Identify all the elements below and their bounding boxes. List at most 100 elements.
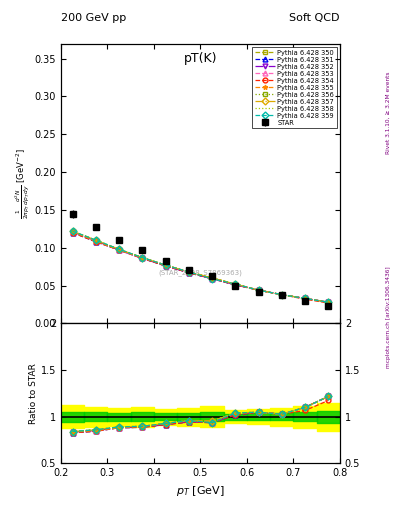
Pythia 6.428 356	[326, 299, 331, 305]
Pythia 6.428 355	[303, 295, 307, 302]
Text: 200 GeV pp: 200 GeV pp	[61, 13, 126, 23]
Pythia 6.428 359	[140, 254, 145, 261]
Line: Pythia 6.428 358: Pythia 6.428 358	[73, 231, 328, 302]
Pythia 6.428 351	[94, 239, 98, 245]
Pythia 6.428 352	[326, 299, 331, 305]
Pythia 6.428 351	[233, 282, 238, 288]
Pythia 6.428 356	[210, 275, 215, 281]
Pythia 6.428 350	[94, 237, 98, 243]
Pythia 6.428 351	[163, 263, 168, 269]
Pythia 6.428 356	[70, 228, 75, 234]
Pythia 6.428 356	[279, 292, 284, 298]
Pythia 6.428 359	[279, 292, 284, 298]
Pythia 6.428 353	[94, 238, 98, 244]
Pythia 6.428 358	[326, 299, 331, 305]
Line: Pythia 6.428 356: Pythia 6.428 356	[70, 229, 331, 305]
Pythia 6.428 355	[279, 292, 284, 298]
Pythia 6.428 359	[94, 237, 98, 243]
Pythia 6.428 357	[279, 292, 284, 298]
Pythia 6.428 358	[233, 281, 238, 287]
Pythia 6.428 358	[256, 287, 261, 293]
Text: pT(K): pT(K)	[184, 52, 217, 65]
Pythia 6.428 359	[70, 228, 75, 234]
Pythia 6.428 354	[94, 239, 98, 245]
Pythia 6.428 357	[94, 237, 98, 243]
Pythia 6.428 353	[303, 295, 307, 302]
Pythia 6.428 358	[210, 275, 215, 281]
Pythia 6.428 350	[279, 292, 284, 298]
Pythia 6.428 350	[233, 281, 238, 287]
Pythia 6.428 352	[303, 295, 307, 302]
Pythia 6.428 356	[94, 237, 98, 243]
Text: (STAR_2008_S7869363): (STAR_2008_S7869363)	[158, 270, 242, 276]
Pythia 6.428 359	[186, 269, 191, 275]
Pythia 6.428 353	[210, 275, 215, 282]
Pythia 6.428 351	[279, 292, 284, 298]
Pythia 6.428 354	[233, 282, 238, 288]
Pythia 6.428 355	[256, 287, 261, 293]
Pythia 6.428 350	[117, 246, 121, 252]
Pythia 6.428 358	[94, 237, 98, 243]
Pythia 6.428 350	[303, 295, 307, 302]
Pythia 6.428 358	[303, 295, 307, 302]
Pythia 6.428 354	[70, 229, 75, 236]
Pythia 6.428 355	[326, 299, 331, 305]
Pythia 6.428 355	[94, 238, 98, 244]
Line: Pythia 6.428 353: Pythia 6.428 353	[70, 229, 331, 305]
Pythia 6.428 357	[140, 254, 145, 261]
Pythia 6.428 352	[140, 255, 145, 262]
Pythia 6.428 350	[326, 299, 331, 305]
Pythia 6.428 358	[70, 228, 75, 234]
Pythia 6.428 351	[117, 247, 121, 253]
Pythia 6.428 350	[163, 262, 168, 268]
Pythia 6.428 355	[186, 269, 191, 275]
X-axis label: $p_T$ [GeV]: $p_T$ [GeV]	[176, 484, 225, 498]
Pythia 6.428 353	[70, 229, 75, 235]
Pythia 6.428 354	[117, 247, 121, 253]
Pythia 6.428 354	[279, 292, 284, 298]
Pythia 6.428 352	[70, 229, 75, 235]
Pythia 6.428 351	[140, 255, 145, 262]
Pythia 6.428 357	[303, 295, 307, 302]
Pythia 6.428 357	[186, 269, 191, 275]
Pythia 6.428 353	[233, 281, 238, 287]
Line: Pythia 6.428 357: Pythia 6.428 357	[70, 229, 331, 305]
Pythia 6.428 354	[326, 300, 331, 306]
Pythia 6.428 355	[70, 229, 75, 235]
Legend: Pythia 6.428 350, Pythia 6.428 351, Pythia 6.428 352, Pythia 6.428 353, Pythia 6: Pythia 6.428 350, Pythia 6.428 351, Pyth…	[252, 47, 337, 128]
Text: Rivet 3.1.10, ≥ 3.2M events: Rivet 3.1.10, ≥ 3.2M events	[386, 71, 391, 154]
Pythia 6.428 356	[186, 269, 191, 275]
Pythia 6.428 353	[117, 247, 121, 253]
Pythia 6.428 354	[140, 255, 145, 262]
Pythia 6.428 359	[256, 287, 261, 293]
Pythia 6.428 351	[186, 270, 191, 276]
Pythia 6.428 358	[186, 269, 191, 275]
Pythia 6.428 357	[233, 281, 238, 287]
Pythia 6.428 351	[326, 299, 331, 305]
Pythia 6.428 354	[163, 263, 168, 269]
Line: Pythia 6.428 354: Pythia 6.428 354	[70, 230, 331, 306]
Pythia 6.428 355	[210, 275, 215, 281]
Line: Pythia 6.428 352: Pythia 6.428 352	[70, 229, 331, 305]
Pythia 6.428 350	[210, 275, 215, 281]
Pythia 6.428 353	[326, 299, 331, 305]
Pythia 6.428 356	[117, 246, 121, 252]
Pythia 6.428 352	[210, 275, 215, 282]
Pythia 6.428 352	[233, 282, 238, 288]
Pythia 6.428 353	[186, 269, 191, 275]
Line: Pythia 6.428 359: Pythia 6.428 359	[70, 229, 331, 305]
Line: Pythia 6.428 355: Pythia 6.428 355	[70, 229, 331, 305]
Pythia 6.428 356	[256, 287, 261, 293]
Y-axis label: $\frac{1}{2\pi p_T} \frac{d^2N}{dp_T\, dy}$ [GeV$^{-2}$]: $\frac{1}{2\pi p_T} \frac{d^2N}{dp_T\, d…	[14, 148, 32, 219]
Y-axis label: Ratio to STAR: Ratio to STAR	[29, 363, 38, 424]
Pythia 6.428 357	[256, 287, 261, 293]
Pythia 6.428 359	[210, 275, 215, 282]
Pythia 6.428 354	[210, 275, 215, 282]
Pythia 6.428 352	[94, 238, 98, 244]
Pythia 6.428 355	[140, 254, 145, 261]
Pythia 6.428 353	[163, 262, 168, 268]
Pythia 6.428 356	[233, 281, 238, 287]
Pythia 6.428 352	[279, 292, 284, 298]
Pythia 6.428 350	[140, 254, 145, 261]
Pythia 6.428 358	[163, 262, 168, 268]
